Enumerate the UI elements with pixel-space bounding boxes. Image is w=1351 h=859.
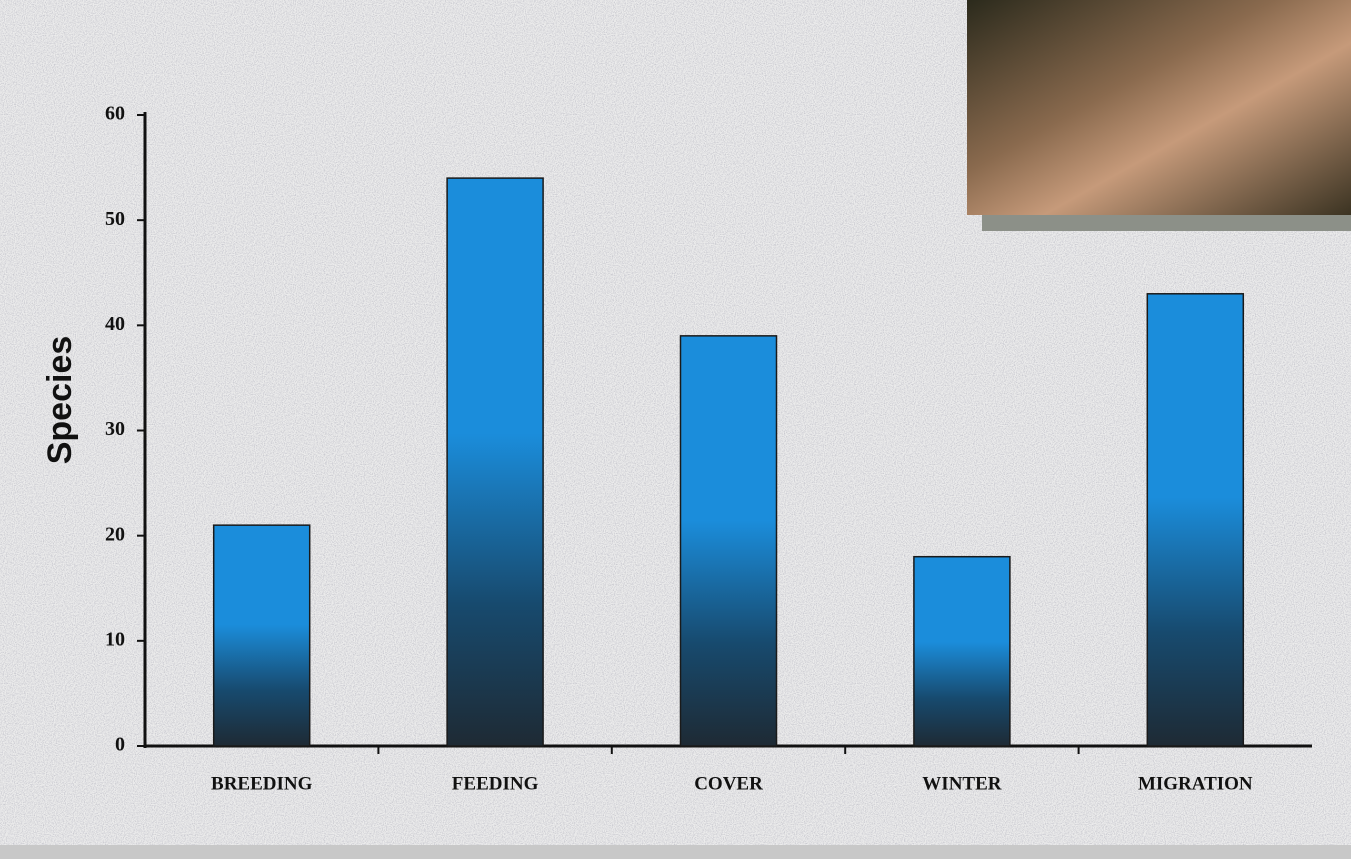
bar (679, 335, 778, 747)
y-tick-label: 20 (105, 523, 125, 545)
y-tick-label: 50 (105, 208, 125, 230)
photo-shadow (982, 215, 1351, 231)
bird-photo (967, 0, 1351, 215)
x-tick-label: WINTER (922, 773, 1001, 794)
y-tick-label: 30 (105, 418, 125, 440)
x-tick-label: BREEDING (211, 773, 313, 794)
x-tick-label: MIGRATION (1138, 773, 1253, 794)
y-tick-label: 40 (105, 313, 125, 335)
x-tick-label: FEEDING (452, 773, 539, 794)
bar (212, 524, 311, 747)
y-tick-label: 0 (115, 734, 125, 756)
y-axis-label: Species (41, 336, 79, 465)
bottom-shadow (0, 845, 1351, 859)
y-tick-label: 10 (105, 628, 125, 650)
y-tick-label: 60 (105, 103, 125, 125)
bar (446, 177, 544, 747)
x-tick-label: COVER (694, 773, 763, 794)
bar (913, 555, 1011, 747)
bar (1146, 293, 1245, 747)
